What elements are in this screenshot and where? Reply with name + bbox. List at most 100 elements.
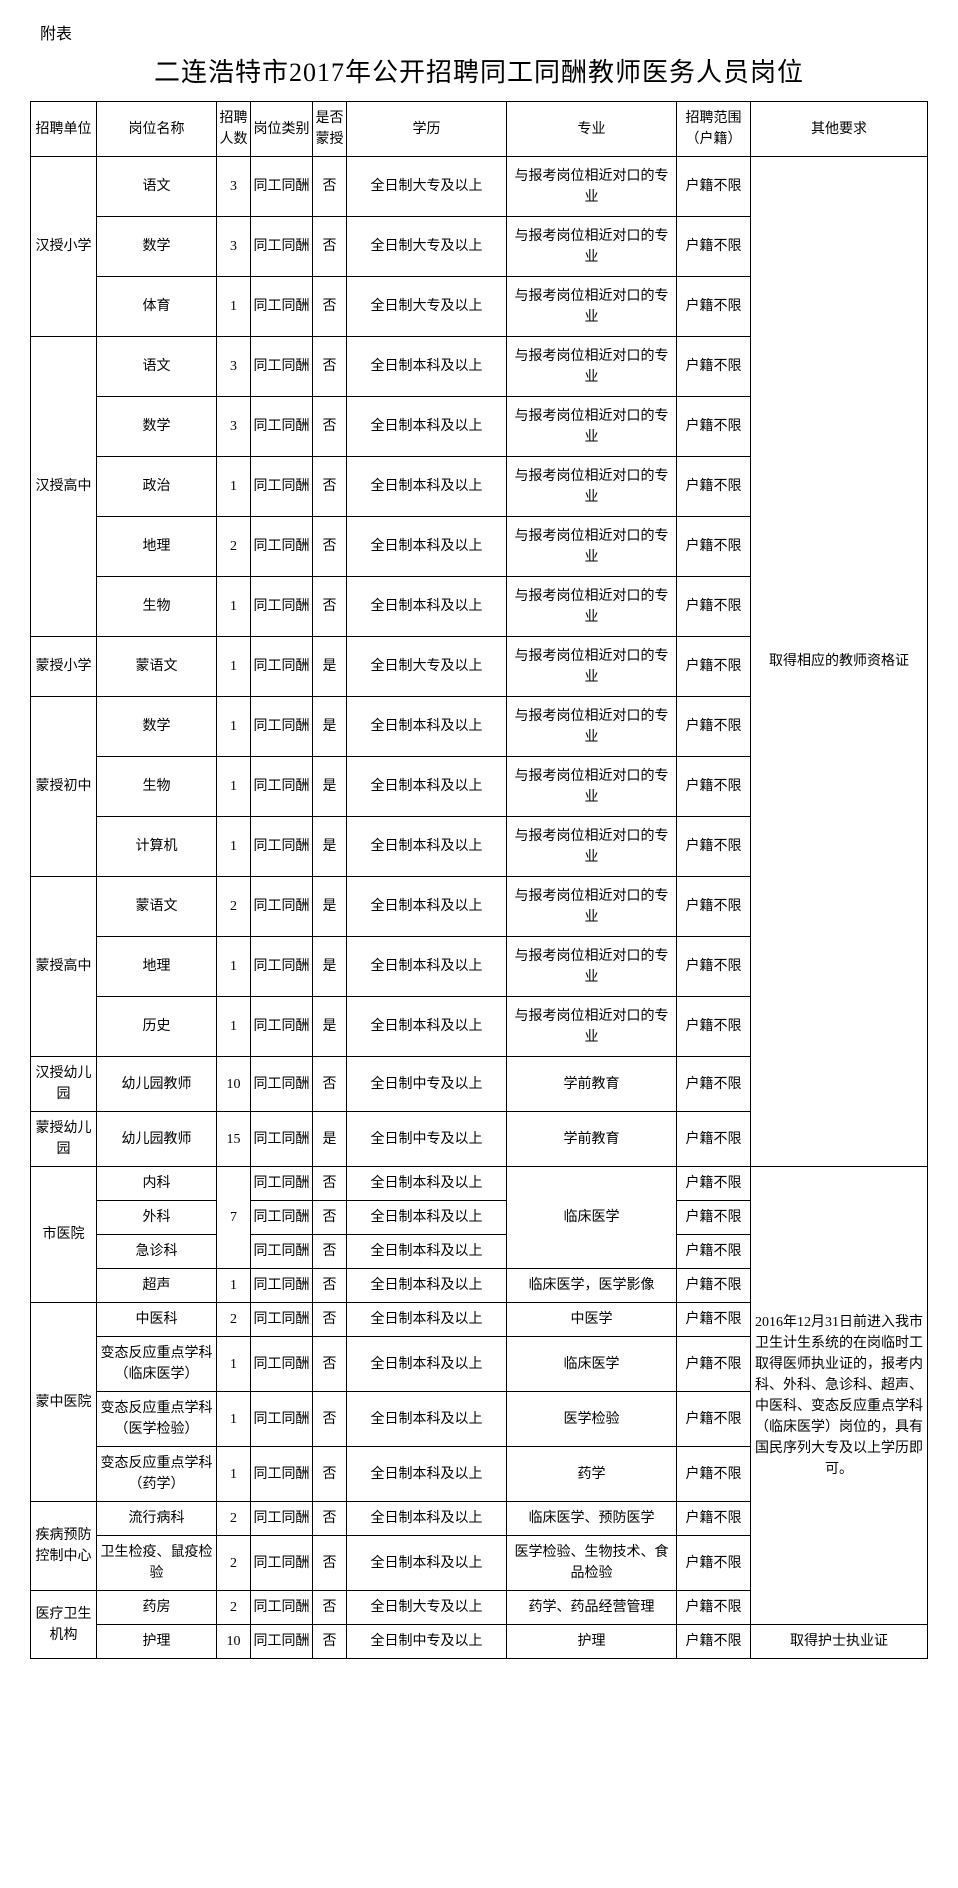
mongolian-cell: 否 xyxy=(313,1269,347,1303)
count-cell: 7 xyxy=(217,1167,251,1269)
header-mongolian: 是否蒙授 xyxy=(313,102,347,157)
scope-cell: 户籍不限 xyxy=(677,1057,751,1112)
header-scope: 招聘范围（户籍） xyxy=(677,102,751,157)
table-row: 汉授小学 语文 3 同工同酬 否 全日制大专及以上 与报考岗位相近对口的专业 户… xyxy=(31,157,928,217)
unit-cell: 蒙授初中 xyxy=(31,697,97,877)
major-cell: 临床医学、预防医学 xyxy=(507,1502,677,1536)
education-cell: 全日制本科及以上 xyxy=(347,1502,507,1536)
type-cell: 同工同酬 xyxy=(251,817,313,877)
type-cell: 同工同酬 xyxy=(251,1392,313,1447)
type-cell: 同工同酬 xyxy=(251,937,313,997)
education-cell: 全日制本科及以上 xyxy=(347,1201,507,1235)
count-cell: 2 xyxy=(217,877,251,937)
unit-cell: 汉授幼儿园 xyxy=(31,1057,97,1112)
scope-cell: 户籍不限 xyxy=(677,757,751,817)
education-cell: 全日制本科及以上 xyxy=(347,1303,507,1337)
education-cell: 全日制大专及以上 xyxy=(347,1591,507,1625)
count-cell: 1 xyxy=(217,577,251,637)
scope-cell: 户籍不限 xyxy=(677,1625,751,1659)
education-cell: 全日制本科及以上 xyxy=(347,697,507,757)
major-cell: 学前教育 xyxy=(507,1057,677,1112)
position-cell: 超声 xyxy=(97,1269,217,1303)
type-cell: 同工同酬 xyxy=(251,577,313,637)
scope-cell: 户籍不限 xyxy=(677,637,751,697)
scope-cell: 户籍不限 xyxy=(677,937,751,997)
education-cell: 全日制本科及以上 xyxy=(347,1337,507,1392)
major-cell: 临床医学 xyxy=(507,1167,677,1269)
education-cell: 全日制本科及以上 xyxy=(347,817,507,877)
document-title: 二连浩特市2017年公开招聘同工同酬教师医务人员岗位 xyxy=(30,52,928,89)
count-cell: 1 xyxy=(217,277,251,337)
education-cell: 全日制大专及以上 xyxy=(347,157,507,217)
type-cell: 同工同酬 xyxy=(251,1502,313,1536)
mongolian-cell: 否 xyxy=(313,157,347,217)
scope-cell: 户籍不限 xyxy=(677,1303,751,1337)
count-cell: 2 xyxy=(217,1591,251,1625)
other-cell: 2016年12月31日前进入我市卫生计生系统的在岗临时工取得医师执业证的，报考内… xyxy=(751,1167,928,1625)
count-cell: 1 xyxy=(217,1392,251,1447)
scope-cell: 户籍不限 xyxy=(677,817,751,877)
type-cell: 同工同酬 xyxy=(251,697,313,757)
position-cell: 卫生检疫、鼠疫检验 xyxy=(97,1536,217,1591)
header-other: 其他要求 xyxy=(751,102,928,157)
position-cell: 幼儿园教师 xyxy=(97,1057,217,1112)
mongolian-cell: 是 xyxy=(313,757,347,817)
type-cell: 同工同酬 xyxy=(251,337,313,397)
scope-cell: 户籍不限 xyxy=(677,1502,751,1536)
unit-cell: 蒙中医院 xyxy=(31,1303,97,1502)
scope-cell: 户籍不限 xyxy=(677,337,751,397)
scope-cell: 户籍不限 xyxy=(677,517,751,577)
scope-cell: 户籍不限 xyxy=(677,877,751,937)
mongolian-cell: 是 xyxy=(313,817,347,877)
mongolian-cell: 否 xyxy=(313,1536,347,1591)
major-cell: 与报考岗位相近对口的专业 xyxy=(507,997,677,1057)
scope-cell: 户籍不限 xyxy=(677,1392,751,1447)
major-cell: 与报考岗位相近对口的专业 xyxy=(507,637,677,697)
type-cell: 同工同酬 xyxy=(251,1235,313,1269)
type-cell: 同工同酬 xyxy=(251,997,313,1057)
major-cell: 临床医学，医学影像 xyxy=(507,1269,677,1303)
header-unit: 招聘单位 xyxy=(31,102,97,157)
education-cell: 全日制中专及以上 xyxy=(347,1625,507,1659)
major-cell: 药学、药品经营管理 xyxy=(507,1591,677,1625)
major-cell: 与报考岗位相近对口的专业 xyxy=(507,817,677,877)
mongolian-cell: 否 xyxy=(313,1591,347,1625)
mongolian-cell: 否 xyxy=(313,1235,347,1269)
position-cell: 变态反应重点学科（临床医学） xyxy=(97,1337,217,1392)
type-cell: 同工同酬 xyxy=(251,397,313,457)
mongolian-cell: 否 xyxy=(313,1057,347,1112)
mongolian-cell: 否 xyxy=(313,1392,347,1447)
position-cell: 外科 xyxy=(97,1201,217,1235)
scope-cell: 户籍不限 xyxy=(677,1591,751,1625)
major-cell: 与报考岗位相近对口的专业 xyxy=(507,757,677,817)
education-cell: 全日制大专及以上 xyxy=(347,637,507,697)
mongolian-cell: 否 xyxy=(313,1201,347,1235)
attachment-label: 附表 xyxy=(40,20,928,44)
position-cell: 生物 xyxy=(97,577,217,637)
position-cell: 计算机 xyxy=(97,817,217,877)
mongolian-cell: 否 xyxy=(313,1167,347,1201)
education-cell: 全日制大专及以上 xyxy=(347,277,507,337)
count-cell: 1 xyxy=(217,637,251,697)
header-major: 专业 xyxy=(507,102,677,157)
scope-cell: 户籍不限 xyxy=(677,577,751,637)
mongolian-cell: 否 xyxy=(313,277,347,337)
type-cell: 同工同酬 xyxy=(251,757,313,817)
recruitment-table: 招聘单位 岗位名称 招聘人数 岗位类别 是否蒙授 学历 专业 招聘范围（户籍） … xyxy=(30,101,928,1659)
type-cell: 同工同酬 xyxy=(251,517,313,577)
count-cell: 3 xyxy=(217,397,251,457)
position-cell: 中医科 xyxy=(97,1303,217,1337)
count-cell: 10 xyxy=(217,1625,251,1659)
type-cell: 同工同酬 xyxy=(251,1269,313,1303)
major-cell: 医学检验 xyxy=(507,1392,677,1447)
scope-cell: 户籍不限 xyxy=(677,1167,751,1201)
position-cell: 数学 xyxy=(97,697,217,757)
table-row: 护理 10 同工同酬 否 全日制中专及以上 护理 户籍不限 取得护士执业证 xyxy=(31,1625,928,1659)
education-cell: 全日制本科及以上 xyxy=(347,997,507,1057)
header-count: 招聘人数 xyxy=(217,102,251,157)
unit-cell: 蒙授高中 xyxy=(31,877,97,1057)
type-cell: 同工同酬 xyxy=(251,1536,313,1591)
position-cell: 变态反应重点学科（医学检验） xyxy=(97,1392,217,1447)
type-cell: 同工同酬 xyxy=(251,277,313,337)
unit-cell: 医疗卫生机构 xyxy=(31,1591,97,1659)
